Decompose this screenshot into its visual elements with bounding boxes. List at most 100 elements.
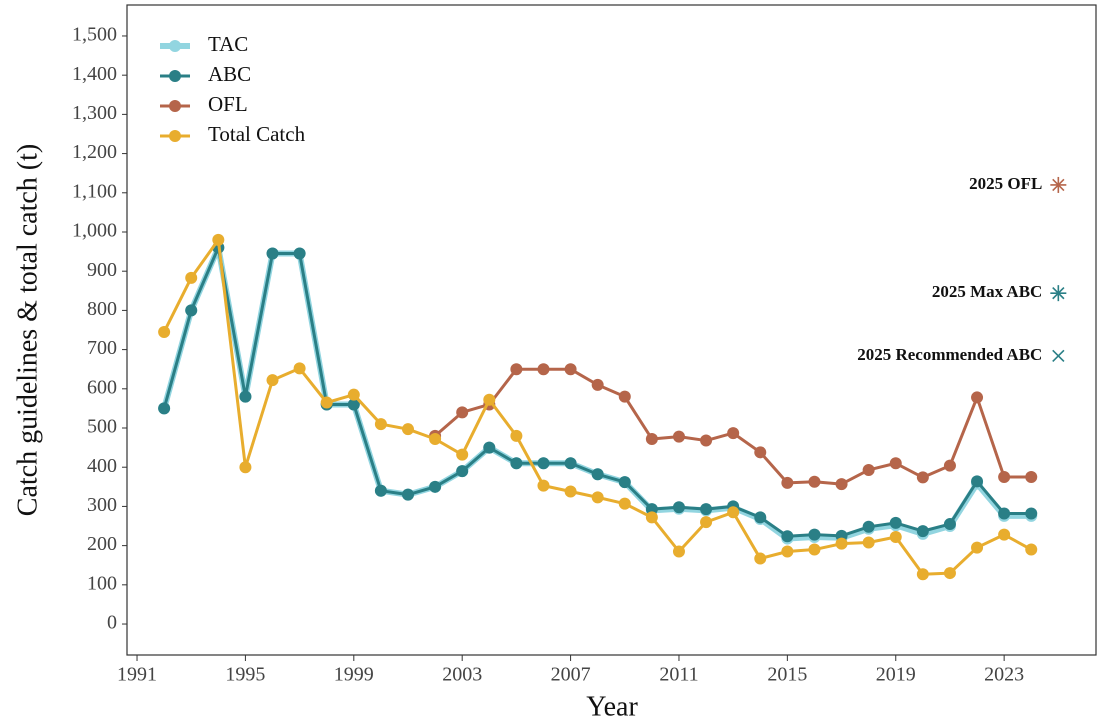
- data-point: [916, 525, 929, 538]
- data-point: [835, 478, 848, 491]
- y-tick-label: 1,300: [72, 102, 117, 124]
- data-point: [374, 484, 387, 497]
- data-point: [943, 567, 956, 580]
- legend-swatch-dot: [169, 70, 181, 82]
- data-point: [510, 457, 523, 470]
- data-point: [429, 432, 442, 445]
- y-tick-label: 900: [87, 259, 117, 281]
- data-point: [401, 488, 414, 501]
- data-point: [889, 457, 902, 470]
- x-tick-label: 1991: [117, 664, 157, 686]
- data-point: [456, 448, 469, 461]
- data-point: [185, 271, 198, 284]
- x-tick-label: 2007: [551, 664, 591, 686]
- x-tick-label: 1995: [225, 664, 265, 686]
- data-point: [889, 516, 902, 529]
- legend-label: OFL: [208, 92, 248, 116]
- x-tick-label: 2011: [659, 664, 698, 686]
- legend-swatch-dot: [169, 130, 181, 142]
- data-point: [510, 429, 523, 442]
- data-point: [889, 530, 902, 543]
- data-point: [700, 503, 713, 516]
- data-point: [916, 568, 929, 581]
- y-tick-label: 600: [87, 376, 117, 398]
- data-point: [429, 480, 442, 493]
- data-point: [645, 503, 658, 516]
- data-point: [754, 511, 767, 524]
- data-point: [537, 363, 550, 376]
- data-point: [537, 457, 550, 470]
- data-point: [293, 362, 306, 375]
- data-point: [808, 528, 821, 541]
- data-point: [781, 545, 794, 558]
- data-point: [781, 476, 794, 489]
- data-point: [564, 363, 577, 376]
- x-tick-label: 2003: [442, 664, 482, 686]
- data-point: [971, 391, 984, 404]
- legend-swatch-dot: [169, 100, 181, 112]
- y-tick-label: 1,000: [72, 220, 117, 242]
- legend-swatch-dot: [169, 40, 181, 52]
- data-point: [971, 475, 984, 488]
- annotation-label: 2025 Max ABC: [932, 282, 1043, 301]
- y-tick-label: 1,400: [72, 63, 117, 85]
- data-point: [916, 471, 929, 484]
- data-point: [672, 501, 685, 514]
- x-tick-label: 2023: [984, 664, 1024, 686]
- annotation-label: 2025 Recommended ABC: [857, 345, 1042, 364]
- data-point: [971, 541, 984, 554]
- data-point: [998, 528, 1011, 541]
- y-tick-label: 0: [107, 612, 117, 634]
- data-point: [618, 497, 631, 510]
- data-point: [700, 516, 713, 529]
- data-point: [862, 520, 875, 533]
- data-point: [781, 530, 794, 543]
- data-point: [158, 325, 171, 338]
- data-point: [347, 398, 360, 411]
- data-point: [618, 476, 631, 489]
- data-point: [483, 441, 496, 454]
- x-tick-label: 2015: [767, 664, 807, 686]
- data-point: [266, 247, 279, 260]
- data-point: [456, 406, 469, 419]
- y-tick-label: 200: [87, 533, 117, 555]
- data-point: [754, 446, 767, 459]
- data-point: [158, 402, 171, 415]
- data-point: [998, 507, 1011, 520]
- data-point: [672, 545, 685, 558]
- data-point: [239, 461, 252, 474]
- data-point: [727, 427, 740, 440]
- data-point: [998, 471, 1011, 484]
- y-tick-label: 1,100: [72, 180, 117, 202]
- y-tick-label: 100: [87, 572, 117, 594]
- data-point: [185, 304, 198, 317]
- data-point: [591, 378, 604, 391]
- data-point: [374, 418, 387, 431]
- data-point: [510, 363, 523, 376]
- data-point: [212, 233, 225, 246]
- data-point: [645, 511, 658, 524]
- y-tick-label: 500: [87, 416, 117, 438]
- data-point: [862, 463, 875, 476]
- data-point: [456, 465, 469, 478]
- legend-label: ABC: [208, 62, 251, 86]
- data-point: [266, 374, 279, 387]
- y-tick-label: 400: [87, 455, 117, 477]
- x-tick-label: 1999: [334, 664, 374, 686]
- series-line: [434, 367, 1032, 486]
- data-point: [1025, 543, 1038, 556]
- data-point: [645, 432, 658, 445]
- data-point: [564, 485, 577, 498]
- data-point: [483, 393, 496, 406]
- legend-label: TAC: [208, 32, 248, 56]
- data-point: [618, 390, 631, 403]
- data-point: [672, 430, 685, 443]
- y-tick-label: 700: [87, 337, 117, 359]
- y-tick-label: 1,500: [72, 24, 117, 46]
- x-axis-title: Year: [586, 691, 638, 722]
- marker-stroke: [1052, 349, 1065, 363]
- x-tick-label: 2019: [876, 664, 916, 686]
- data-point: [320, 396, 333, 409]
- y-axis-title: Catch guidelines & total catch (t): [12, 144, 43, 516]
